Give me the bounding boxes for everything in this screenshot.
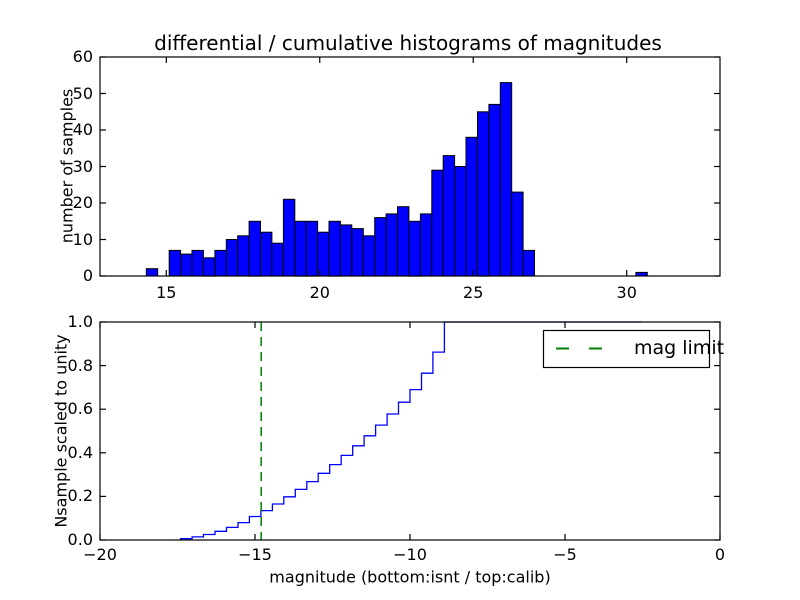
top-ytick-label: 40 (72, 120, 93, 139)
histogram-bar (328, 220, 341, 277)
histogram-bar (191, 249, 204, 277)
bottom-ytick-label: 0.8 (67, 355, 93, 375)
histogram-bar (214, 249, 227, 277)
bottom-xtick-label: −5 (553, 545, 577, 564)
histogram-bar (431, 169, 444, 277)
histogram-bar (282, 198, 296, 277)
histogram-bar (317, 231, 330, 277)
bottom-ytick-label: 0.4 (67, 442, 93, 462)
x-axis-label: magnitude (bottom:isnt / top:calib) (269, 567, 551, 587)
figure-title: differential / cumulative histograms of … (154, 31, 662, 55)
histogram-bar (488, 103, 501, 277)
legend-label: mag limit (634, 337, 725, 359)
histogram-bar (522, 249, 535, 277)
top-ytick-label: 50 (72, 83, 93, 103)
bottom-xtick-label: −10 (393, 545, 427, 564)
histogram-bar (305, 220, 319, 277)
histogram-bar (145, 268, 159, 277)
bottom-xtick-label: −20 (83, 545, 117, 564)
histogram-bar (294, 220, 307, 277)
histogram-bar (248, 220, 262, 277)
histogram-bar (454, 166, 467, 277)
histogram-bar (442, 155, 456, 277)
histogram-bar (260, 231, 273, 277)
top-ytick-label: 0 (82, 266, 93, 285)
bottom-xtick-label: 0 (714, 545, 726, 564)
top-xtick-label: 20 (309, 283, 330, 302)
top-xtick-label: 15 (156, 283, 177, 302)
histogram-bar (465, 136, 478, 277)
histogram-bar (408, 220, 421, 277)
histogram-bar (397, 206, 410, 277)
histogram-bar (339, 224, 353, 277)
histogram-bar (351, 228, 364, 277)
cumulative-step-curve (179, 321, 641, 540)
histogram-bar (477, 111, 490, 277)
histogram-bar (499, 82, 513, 277)
histogram-bar (419, 213, 433, 277)
bottom-xtick-label: −15 (238, 545, 272, 564)
histogram-bar (180, 253, 193, 277)
bottom-ytick-label: 0.2 (67, 486, 93, 506)
histogram-bar (237, 235, 250, 277)
bottom-ytick-label: 0.0 (67, 530, 93, 549)
top-ytick-label: 60 (72, 47, 93, 66)
top-xtick-label: 25 (463, 283, 484, 302)
histogram-bar (202, 257, 216, 277)
top-xtick-label: 30 (616, 283, 637, 302)
legend-box (542, 329, 711, 369)
histogram-bar (271, 242, 284, 277)
top-ytick-label: 10 (72, 229, 93, 249)
histogram-bar (168, 249, 182, 277)
histogram-bar (374, 217, 387, 277)
histogram-bar (511, 191, 524, 277)
histogram-bar (362, 235, 376, 277)
histogram-bar (225, 239, 239, 277)
bottom-ytick-label: 0.6 (67, 399, 93, 419)
histogram-bar (385, 213, 399, 277)
top-ytick-label: 30 (72, 156, 93, 176)
top-ytick-label: 20 (72, 193, 93, 212)
bottom-ytick-label: 1.0 (67, 312, 93, 331)
